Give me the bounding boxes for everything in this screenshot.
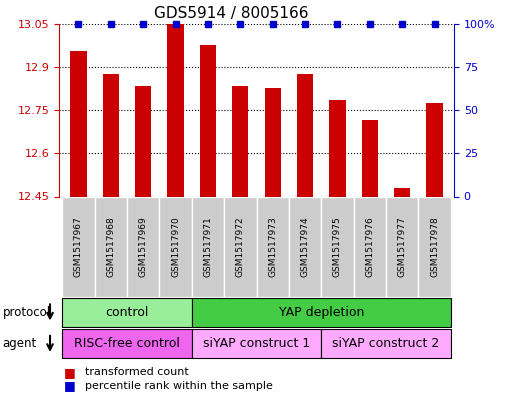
Text: GSM1517968: GSM1517968 — [106, 216, 115, 277]
Text: GSM1517971: GSM1517971 — [204, 216, 212, 277]
FancyBboxPatch shape — [62, 329, 192, 358]
Bar — [135, 86, 151, 196]
Text: transformed count: transformed count — [85, 367, 188, 377]
Text: GSM1517972: GSM1517972 — [236, 216, 245, 277]
FancyBboxPatch shape — [94, 196, 127, 297]
Bar — [200, 45, 216, 196]
Text: GSM1517977: GSM1517977 — [398, 216, 407, 277]
Text: ■: ■ — [64, 365, 76, 379]
Text: RISC-free control: RISC-free control — [74, 337, 180, 351]
FancyBboxPatch shape — [289, 196, 321, 297]
FancyBboxPatch shape — [62, 196, 94, 297]
Bar — [167, 24, 184, 196]
Bar — [362, 120, 378, 196]
FancyBboxPatch shape — [192, 196, 224, 297]
Text: GDS5914 / 8005166: GDS5914 / 8005166 — [153, 6, 308, 21]
Text: GSM1517973: GSM1517973 — [268, 216, 277, 277]
Text: YAP depletion: YAP depletion — [279, 306, 364, 319]
Text: siYAP construct 1: siYAP construct 1 — [203, 337, 310, 351]
Text: GSM1517975: GSM1517975 — [333, 216, 342, 277]
Bar — [394, 188, 410, 196]
Text: protocol: protocol — [3, 306, 51, 319]
Bar — [70, 51, 87, 196]
FancyBboxPatch shape — [224, 196, 256, 297]
FancyBboxPatch shape — [192, 298, 451, 327]
Bar — [426, 103, 443, 196]
FancyBboxPatch shape — [160, 196, 192, 297]
FancyBboxPatch shape — [256, 196, 289, 297]
Text: siYAP construct 2: siYAP construct 2 — [332, 337, 440, 351]
Bar — [297, 74, 313, 196]
Bar — [329, 100, 346, 196]
FancyBboxPatch shape — [62, 298, 192, 327]
Text: percentile rank within the sample: percentile rank within the sample — [85, 381, 272, 391]
FancyBboxPatch shape — [192, 329, 321, 358]
FancyBboxPatch shape — [386, 196, 419, 297]
Text: GSM1517967: GSM1517967 — [74, 216, 83, 277]
Text: GSM1517969: GSM1517969 — [139, 216, 148, 277]
Text: ■: ■ — [64, 379, 76, 393]
Bar — [265, 88, 281, 196]
Text: GSM1517976: GSM1517976 — [365, 216, 374, 277]
FancyBboxPatch shape — [353, 196, 386, 297]
FancyBboxPatch shape — [321, 329, 451, 358]
Text: agent: agent — [3, 337, 37, 351]
FancyBboxPatch shape — [419, 196, 451, 297]
Bar — [232, 86, 248, 196]
Text: control: control — [105, 306, 149, 319]
FancyBboxPatch shape — [321, 196, 353, 297]
Text: GSM1517978: GSM1517978 — [430, 216, 439, 277]
FancyBboxPatch shape — [127, 196, 160, 297]
Bar — [103, 74, 119, 196]
Text: GSM1517970: GSM1517970 — [171, 216, 180, 277]
Text: GSM1517974: GSM1517974 — [301, 216, 309, 277]
